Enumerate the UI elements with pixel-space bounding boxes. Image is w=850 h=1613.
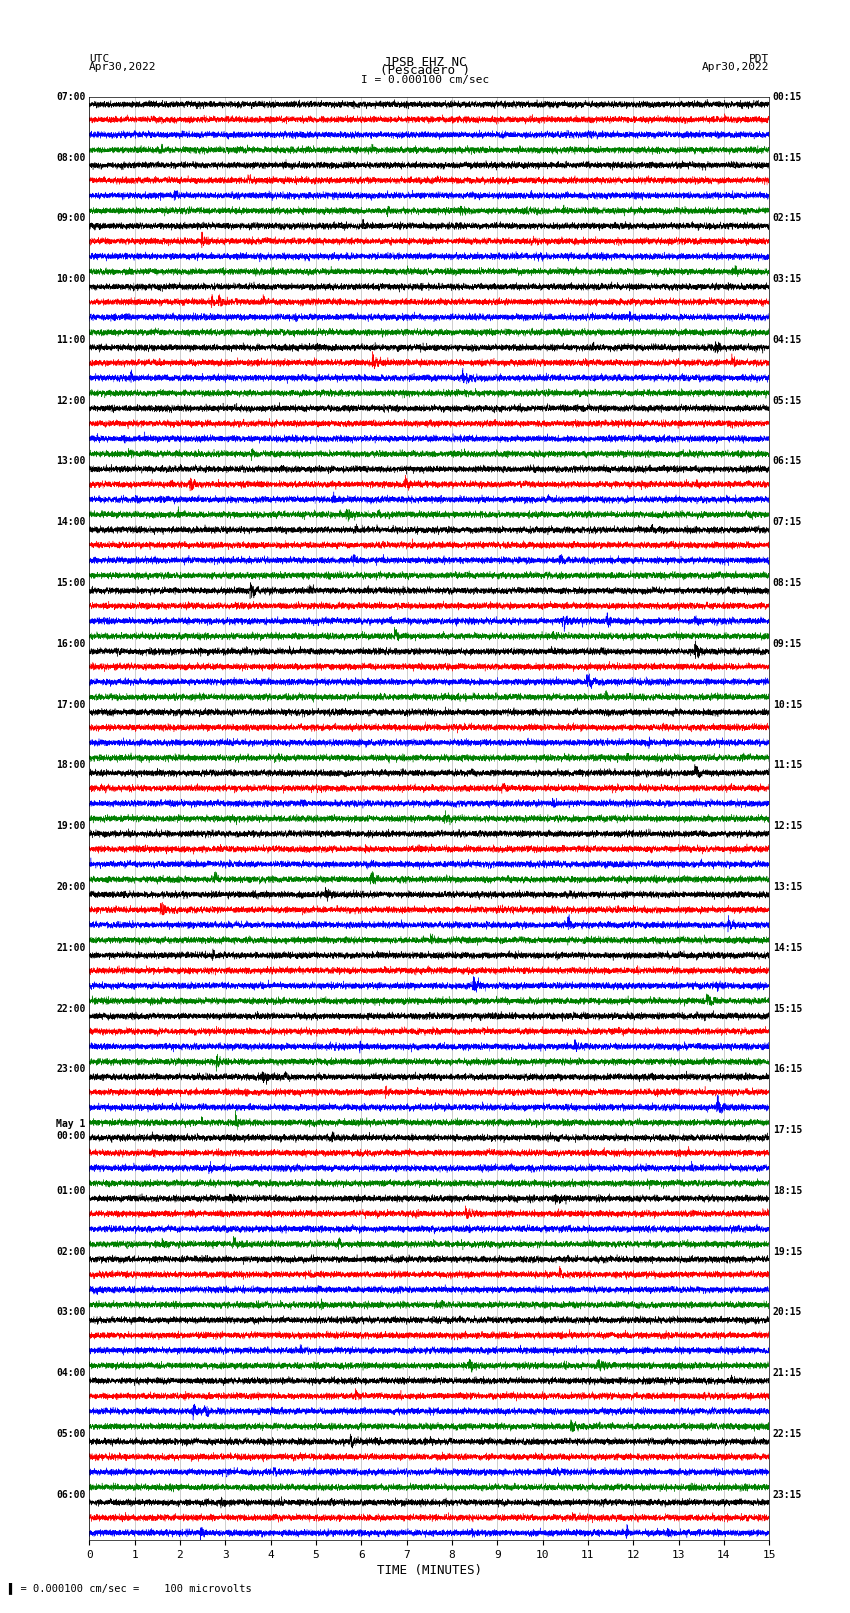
Text: 21:00: 21:00 [56, 942, 86, 953]
Text: 05:15: 05:15 [773, 395, 802, 406]
Text: 07:00: 07:00 [56, 92, 86, 102]
Text: 01:15: 01:15 [773, 153, 802, 163]
Text: ▌ = 0.000100 cm/sec =    100 microvolts: ▌ = 0.000100 cm/sec = 100 microvolts [8, 1582, 252, 1594]
Text: I = 0.000100 cm/sec: I = 0.000100 cm/sec [361, 74, 489, 84]
Text: 00:15: 00:15 [773, 92, 802, 102]
Text: (Pescadero ): (Pescadero ) [380, 63, 470, 77]
Text: PDT: PDT [749, 53, 769, 65]
Text: 02:00: 02:00 [56, 1247, 86, 1257]
Text: 13:00: 13:00 [56, 456, 86, 466]
Text: 15:00: 15:00 [56, 577, 86, 589]
Text: 04:00: 04:00 [56, 1368, 86, 1378]
Text: UTC: UTC [89, 53, 110, 65]
Text: 10:00: 10:00 [56, 274, 86, 284]
Text: Apr30,2022: Apr30,2022 [89, 61, 156, 71]
Text: 06:00: 06:00 [56, 1490, 86, 1500]
Text: 11:15: 11:15 [773, 760, 802, 771]
Text: 12:15: 12:15 [773, 821, 802, 831]
Text: 19:15: 19:15 [773, 1247, 802, 1257]
Text: 22:00: 22:00 [56, 1003, 86, 1013]
Text: 23:15: 23:15 [773, 1490, 802, 1500]
Text: 17:15: 17:15 [773, 1126, 802, 1136]
Text: May 1
00:00: May 1 00:00 [56, 1119, 86, 1140]
X-axis label: TIME (MINUTES): TIME (MINUTES) [377, 1565, 482, 1578]
Text: 13:15: 13:15 [773, 882, 802, 892]
Text: 14:00: 14:00 [56, 518, 86, 527]
Text: 01:00: 01:00 [56, 1186, 86, 1195]
Text: 09:00: 09:00 [56, 213, 86, 223]
Text: 19:00: 19:00 [56, 821, 86, 831]
Text: 18:00: 18:00 [56, 760, 86, 771]
Text: 08:15: 08:15 [773, 577, 802, 589]
Text: JPSB EHZ NC: JPSB EHZ NC [383, 55, 467, 69]
Text: 10:15: 10:15 [773, 700, 802, 710]
Text: 16:00: 16:00 [56, 639, 86, 648]
Text: 22:15: 22:15 [773, 1429, 802, 1439]
Text: 05:00: 05:00 [56, 1429, 86, 1439]
Text: 03:00: 03:00 [56, 1308, 86, 1318]
Text: 03:15: 03:15 [773, 274, 802, 284]
Text: Apr30,2022: Apr30,2022 [702, 61, 769, 71]
Text: 07:15: 07:15 [773, 518, 802, 527]
Text: 02:15: 02:15 [773, 213, 802, 223]
Text: 18:15: 18:15 [773, 1186, 802, 1195]
Text: 20:15: 20:15 [773, 1308, 802, 1318]
Text: 04:15: 04:15 [773, 336, 802, 345]
Text: 09:15: 09:15 [773, 639, 802, 648]
Text: 23:00: 23:00 [56, 1065, 86, 1074]
Text: 11:00: 11:00 [56, 336, 86, 345]
Text: 15:15: 15:15 [773, 1003, 802, 1013]
Text: 16:15: 16:15 [773, 1065, 802, 1074]
Text: 21:15: 21:15 [773, 1368, 802, 1378]
Text: 14:15: 14:15 [773, 942, 802, 953]
Text: 17:00: 17:00 [56, 700, 86, 710]
Text: 08:00: 08:00 [56, 153, 86, 163]
Text: 06:15: 06:15 [773, 456, 802, 466]
Text: 12:00: 12:00 [56, 395, 86, 406]
Text: 20:00: 20:00 [56, 882, 86, 892]
